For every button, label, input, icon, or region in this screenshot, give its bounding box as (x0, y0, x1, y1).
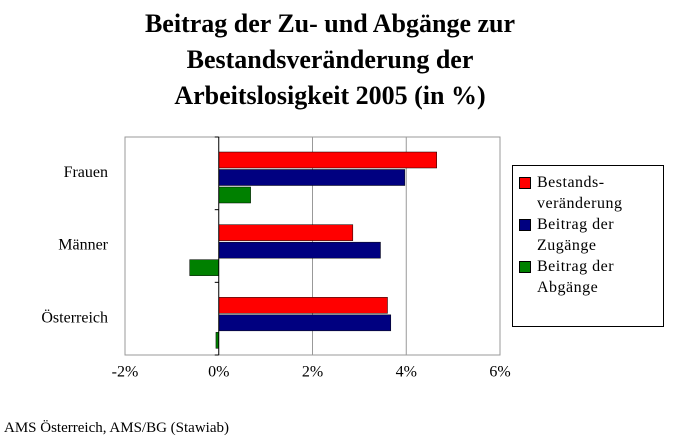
x-tick-label: -2% (112, 364, 139, 381)
legend-label: Beitrag der Abgänge (537, 258, 615, 296)
legend-swatch (519, 261, 531, 273)
legend: Bestands-veränderung Beitrag der Zugänge B… (512, 165, 664, 327)
bar (218, 224, 354, 241)
legend-item: Bestands-veränderung (517, 172, 659, 214)
bar (218, 241, 381, 259)
legend-swatch (519, 177, 531, 189)
legend-item: Beitrag der Zugänge (517, 214, 659, 256)
bar (189, 259, 219, 276)
y-tick-label: Männer (58, 237, 108, 254)
legend-swatch (519, 219, 531, 231)
bar (218, 297, 388, 314)
y-tick-label: Frauen (64, 164, 108, 181)
bar (218, 151, 437, 169)
legend-label: Bestands-veränderung (537, 174, 623, 212)
legend-item: Beitrag der Abgänge (517, 256, 659, 298)
x-tick-label: 2% (302, 364, 323, 381)
chart-title: Beitrag der Zu- und Abgänge zur Bestands… (144, 9, 516, 110)
bar (218, 186, 251, 204)
legend-label: Beitrag der Zugänge (537, 216, 615, 254)
bar (218, 314, 392, 332)
x-tick-label: 0% (208, 364, 229, 381)
x-tick-label: 6% (489, 364, 510, 381)
y-tick-label: Österreich (41, 308, 108, 326)
plot-frame (124, 136, 501, 356)
bar (218, 169, 406, 186)
source: AMS Österreich, AMS/BG (Stawiab) (4, 420, 229, 436)
x-tick-label: 4% (396, 364, 417, 381)
